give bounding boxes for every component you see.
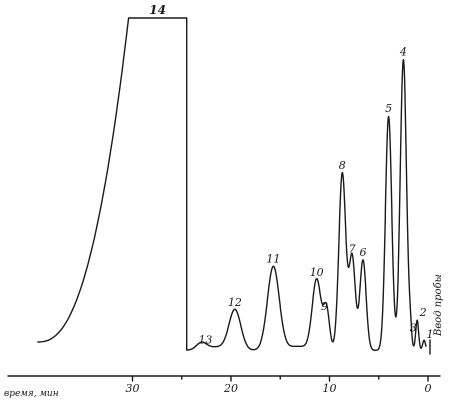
x-axis-title: время, мин — [4, 389, 59, 399]
x-axis: 30 20 10 0 — [7, 375, 441, 395]
peak-label-9: 9 — [321, 300, 328, 313]
peak-label-4: 4 — [399, 45, 407, 58]
x-tick-label-10: 10 — [323, 382, 337, 395]
peak-label-12: 12 — [228, 296, 242, 309]
peak-label-11: 11 — [266, 253, 280, 266]
peak-label-7: 7 — [349, 242, 356, 255]
peak-label-3: 3 — [410, 321, 417, 334]
peak-label-2: 2 — [419, 306, 427, 319]
peak-label-13: 13 — [198, 333, 212, 346]
peak-label-14: 14 — [149, 3, 166, 17]
peak-label-6: 6 — [359, 246, 366, 259]
peak-label-1: 1 — [427, 328, 434, 341]
x-tick-label-0: 0 — [425, 382, 432, 395]
injection-label: Ввод пробы — [433, 274, 444, 337]
chromatogram-trace-group — [37, 17, 431, 355]
peak-label-8: 8 — [339, 159, 346, 172]
x-tick-label-20: 20 — [223, 382, 238, 395]
chromatogram-trace — [37, 17, 427, 351]
x-tick-label-30: 30 — [126, 382, 140, 395]
peak-label-5: 5 — [385, 102, 392, 115]
peak-label-10: 10 — [310, 266, 324, 279]
